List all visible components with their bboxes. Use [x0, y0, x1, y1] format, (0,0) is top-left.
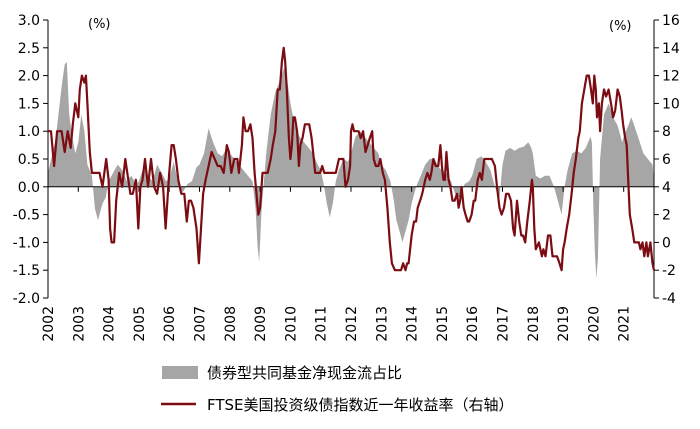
legend-area-swatch [162, 366, 198, 379]
right-tick-label: 16 [662, 13, 680, 29]
x-tick-label: 2016 [465, 306, 481, 342]
left-tick-label: 0.5 [18, 152, 40, 168]
left-tick-label: 2.5 [18, 41, 40, 57]
legend-area-label: 债券型共同基金净现金流占比 [207, 364, 402, 382]
x-tick-label: 2004 [102, 306, 118, 342]
left-tick-label: 3.0 [18, 13, 40, 29]
area-series [48, 61, 654, 279]
x-tick-label: 2008 [223, 306, 239, 342]
legend-line-label: FTSE美国投资级债指数近一年收益率（右轴） [207, 396, 514, 414]
right-tick-label: 2 [662, 208, 671, 224]
x-tick-label: 2009 [253, 306, 269, 342]
x-tick-label: 2015 [435, 306, 451, 342]
left-tick-label: -1.5 [13, 263, 40, 279]
line-series [48, 46, 656, 272]
x-tick-label: 2020 [586, 306, 602, 342]
x-tick-label: 2002 [41, 306, 57, 342]
right-tick-label: 10 [662, 96, 680, 112]
left-axis-unit: (%) [88, 17, 111, 32]
right-tick-label: 14 [662, 41, 680, 57]
x-tick-label: 2013 [374, 306, 390, 342]
left-tick-label: 0.0 [18, 180, 40, 196]
left-tick-label: 1.5 [18, 96, 40, 112]
right-tick-label: -4 [662, 291, 676, 307]
x-tick-label: 2005 [132, 306, 148, 342]
x-tick-label: 2003 [71, 306, 87, 342]
left-tick-label: -2.0 [13, 291, 40, 307]
left-tick-label: -1.0 [13, 235, 40, 251]
x-tick-label: 2017 [496, 306, 512, 342]
right-tick-label: 8 [662, 124, 671, 140]
x-tick-label: 2011 [314, 306, 330, 342]
x-tick-label: 2007 [193, 306, 209, 342]
x-tick-label: 2021 [617, 306, 633, 342]
right-tick-label: 12 [662, 69, 680, 85]
area-series-layer [48, 61, 654, 279]
tick-labels-layer: 3.0 2.5 2.0 1.5 1.0 0.5 0.0 -0.5 -1.0 -1.5 -2.0 16 1… [13, 13, 680, 342]
left-tick-label: -0.5 [13, 208, 40, 224]
x-tick-label: 2014 [405, 306, 421, 342]
line-series-layer [48, 46, 656, 272]
x-tick-label: 2012 [344, 306, 360, 342]
x-tick-label: 2018 [526, 306, 542, 342]
right-tick-label: 0 [662, 235, 671, 251]
right-tick-label: 6 [662, 152, 671, 168]
left-tick-label: 2.0 [18, 69, 40, 85]
right-tick-label: -2 [662, 263, 676, 279]
right-axis-unit: (%) [609, 19, 632, 34]
right-tick-label: 4 [662, 180, 671, 196]
x-tick-label: 2010 [283, 306, 299, 342]
legend: 债券型共同基金净现金流占比 FTSE美国投资级债指数近一年收益率（右轴） [161, 364, 514, 414]
x-tick-label: 2019 [556, 306, 572, 342]
x-tick-label: 2006 [162, 306, 178, 342]
left-tick-label: 1.0 [18, 124, 40, 140]
